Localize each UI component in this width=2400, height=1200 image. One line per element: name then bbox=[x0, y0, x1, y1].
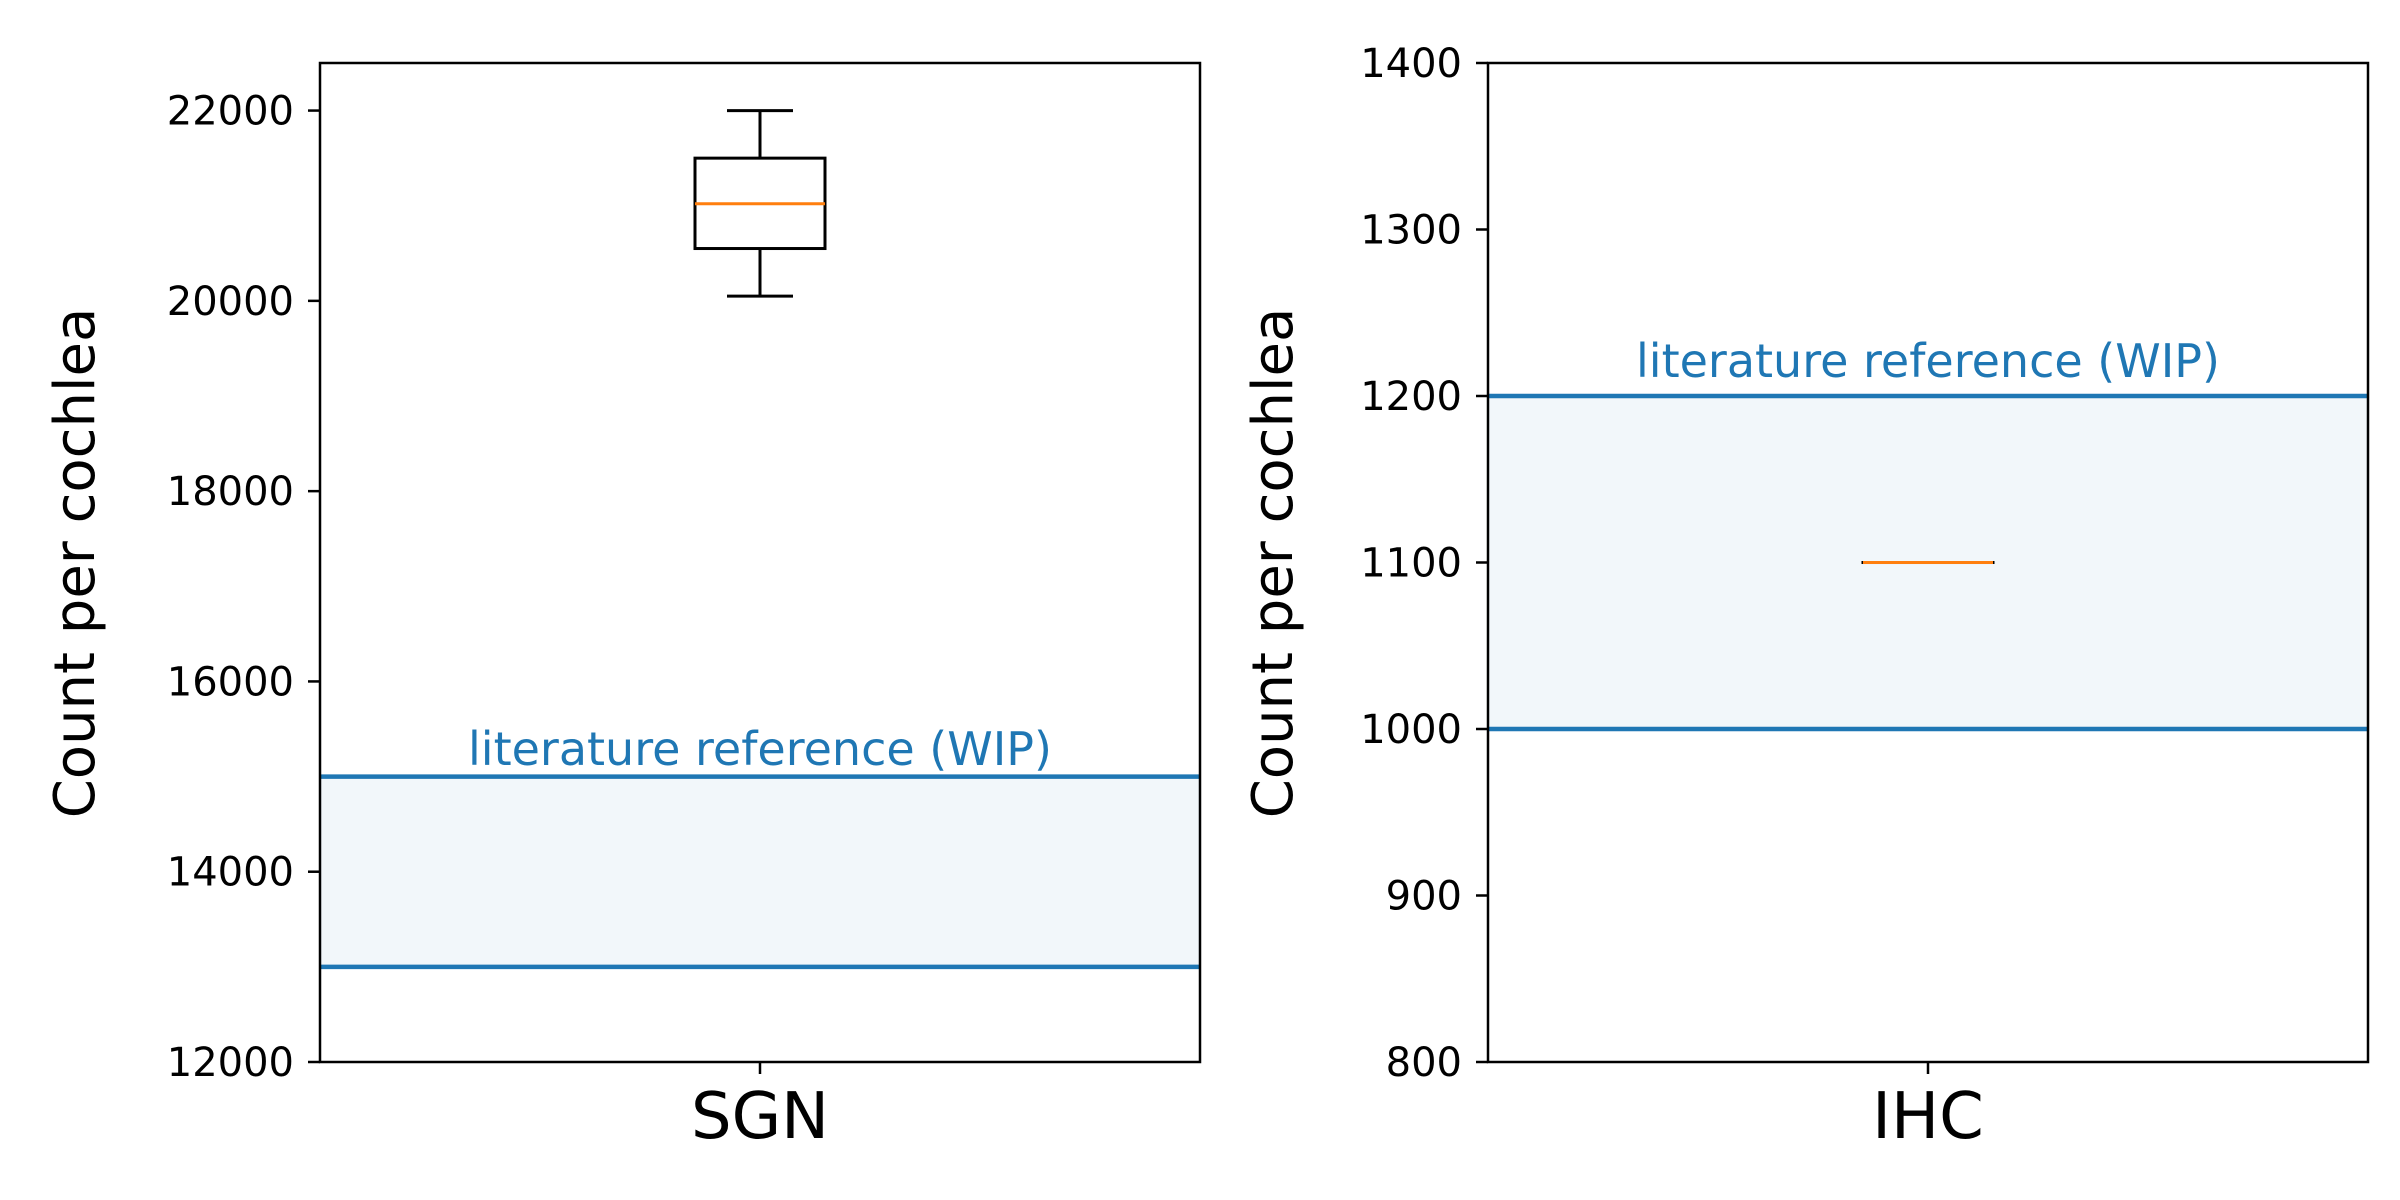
sgn-y-tick-label: 12000 bbox=[167, 1040, 294, 1086]
ihc-y-tick-label: 800 bbox=[1386, 1040, 1462, 1086]
sgn-reference-label: literature reference (WIP) bbox=[468, 722, 1052, 776]
sgn-y-axis-label: Count per cochlea bbox=[43, 308, 108, 819]
ihc-y-tick-label: 900 bbox=[1386, 874, 1462, 920]
ihc-y-tick-label: 1200 bbox=[1360, 374, 1462, 420]
ihc-y-tick-label: 1300 bbox=[1360, 208, 1462, 254]
sgn-y-tick-label: 22000 bbox=[167, 89, 294, 135]
ihc-panel: Count per cochlea IHC literature referen… bbox=[1241, 41, 2370, 1154]
ihc-y-tick-label: 1400 bbox=[1360, 41, 1462, 87]
ihc-reference-label: literature reference (WIP) bbox=[1636, 334, 2220, 388]
sgn-y-tick-label: 20000 bbox=[167, 279, 294, 325]
sgn-y-tick-label: 18000 bbox=[167, 469, 294, 515]
sgn-y-tick-label: 14000 bbox=[167, 850, 294, 896]
ihc-y-tick-label: 1000 bbox=[1360, 707, 1462, 753]
sgn-category-label: SGN bbox=[691, 1080, 829, 1154]
sgn-reference-band bbox=[320, 776, 1200, 967]
ihc-y-axis-label: Count per cochlea bbox=[1241, 308, 1306, 819]
ihc-category-label: IHC bbox=[1872, 1080, 1984, 1154]
sgn-panel: Count per cochlea SGN literature referen… bbox=[43, 61, 1202, 1154]
ihc-y-tick-label: 1100 bbox=[1360, 541, 1462, 587]
sgn-y-tick-label: 16000 bbox=[167, 659, 294, 705]
